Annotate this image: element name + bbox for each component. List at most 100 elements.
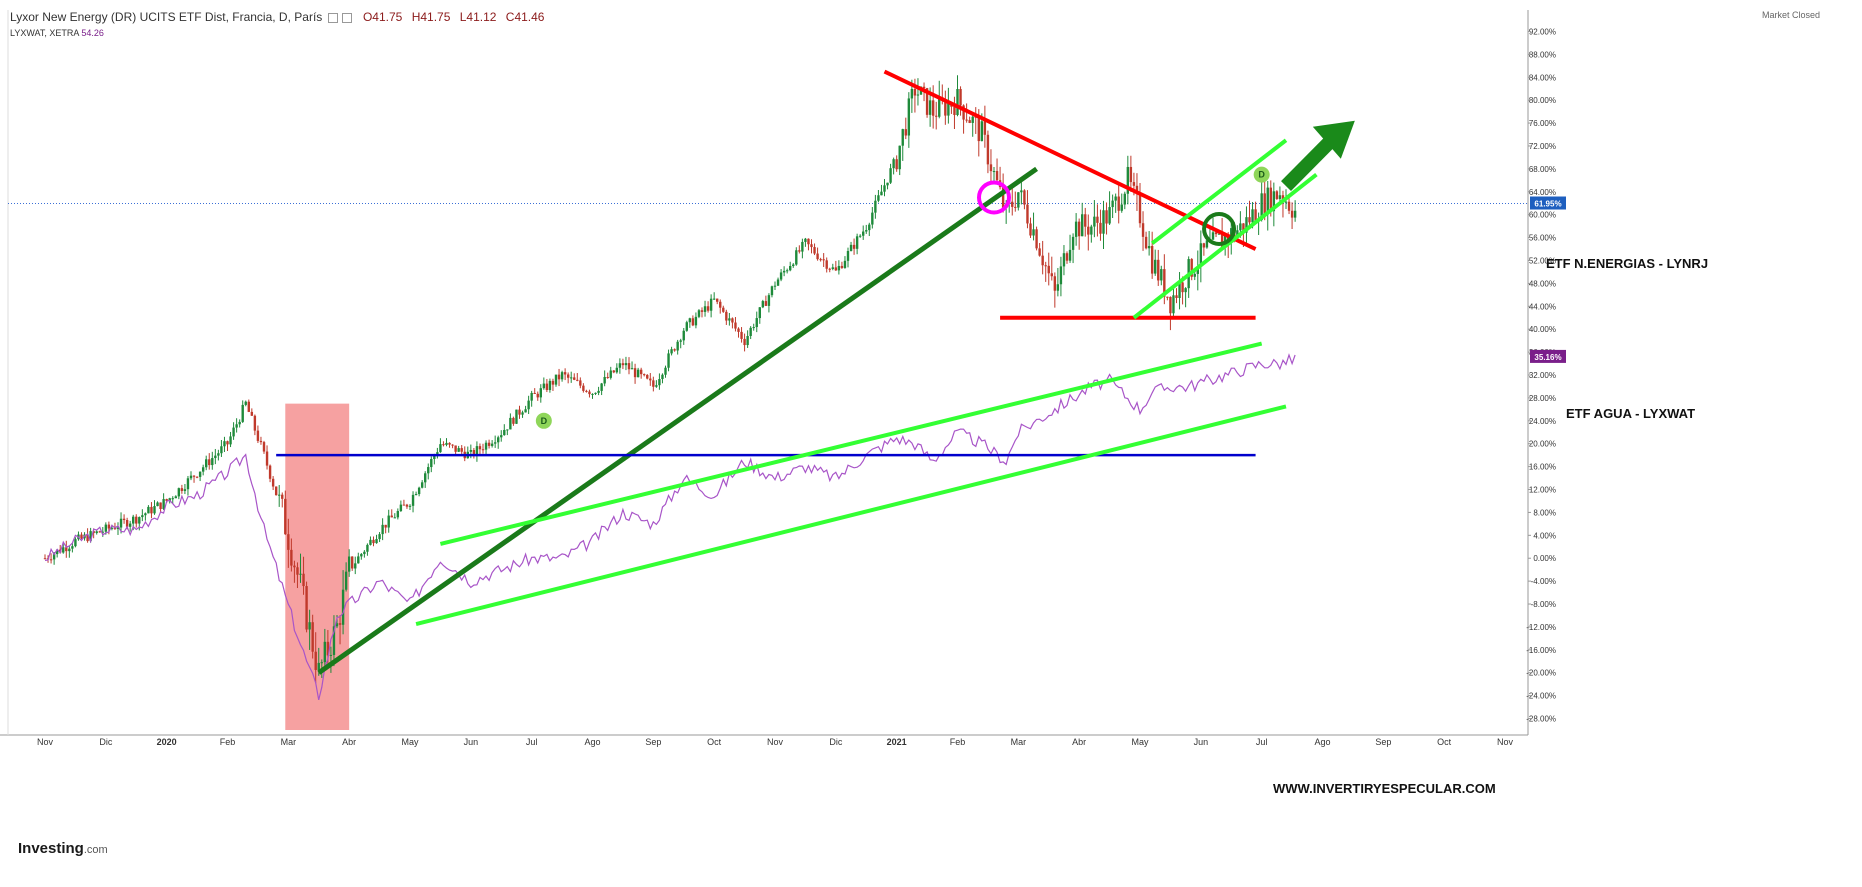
- x-tick-label: Jul: [526, 737, 538, 747]
- candle-body: [752, 327, 755, 329]
- candle-body: [676, 341, 679, 351]
- candle-body: [256, 430, 260, 441]
- candle-body: [746, 335, 749, 346]
- candle-body: [712, 298, 716, 300]
- high-value: H41.75: [411, 10, 451, 24]
- candle-body: [1290, 210, 1294, 218]
- candle-body: [241, 404, 244, 422]
- candle-body: [320, 662, 323, 664]
- candle-body: [1245, 217, 1248, 233]
- candle-body: [576, 379, 579, 381]
- candle-body: [420, 482, 424, 488]
- candle-body: [849, 244, 853, 252]
- candle-body: [548, 380, 552, 391]
- candle-body: [135, 516, 138, 524]
- candle-body: [247, 401, 250, 412]
- candle-body: [116, 527, 120, 530]
- x-tick-label: Mar: [1011, 737, 1027, 747]
- candle-body: [1196, 266, 1199, 274]
- candle-body: [764, 301, 768, 306]
- candle-body: [354, 563, 357, 569]
- watermark-brand: Investing: [18, 840, 84, 857]
- candle-body: [1023, 190, 1026, 205]
- candle-body: [971, 116, 974, 123]
- candle-body: [731, 318, 734, 323]
- candle-body: [451, 444, 454, 446]
- candle-body: [1059, 266, 1063, 285]
- candle-body: [855, 236, 859, 249]
- candle-body: [566, 374, 570, 378]
- candle-body: [652, 380, 655, 387]
- candle-body: [925, 88, 929, 115]
- candle-body: [159, 502, 162, 510]
- candle-body: [755, 318, 758, 328]
- candle-body: [658, 379, 661, 386]
- candle-body: [110, 527, 114, 529]
- candle-body: [521, 412, 524, 415]
- candle-body: [375, 539, 378, 544]
- water-last-badge-text: 35.16%: [1534, 353, 1561, 362]
- energy-channel-lower: [1132, 173, 1318, 320]
- candle-body: [268, 465, 272, 479]
- candle-body: [1074, 221, 1078, 237]
- candle-body: [147, 506, 150, 514]
- candle-body: [801, 241, 804, 252]
- candle-body: [1093, 216, 1096, 227]
- candle-body: [317, 662, 320, 670]
- candle-body: [570, 377, 573, 379]
- y-tick-label: 44.00%: [1529, 302, 1556, 311]
- candle-body: [594, 392, 597, 394]
- candle-body: [405, 504, 409, 507]
- candle-body: [880, 191, 883, 196]
- candle-body: [512, 417, 515, 424]
- x-tick-label: Jun: [464, 737, 479, 747]
- candle-body: [217, 453, 220, 456]
- candle-body: [636, 369, 640, 378]
- settings-icon[interactable]: [327, 12, 338, 23]
- candle-body: [527, 400, 530, 410]
- candle-body: [798, 250, 801, 252]
- candle-body: [655, 385, 658, 387]
- candle-body: [935, 115, 938, 117]
- x-tick-label: Sep: [1375, 737, 1391, 747]
- candle-body: [670, 349, 673, 354]
- candle-body: [810, 244, 813, 248]
- candle-body: [518, 409, 521, 415]
- candle-body: [606, 376, 609, 378]
- candle-body: [871, 212, 874, 225]
- candle-body: [189, 475, 193, 479]
- y-tick-label: 68.00%: [1529, 165, 1556, 174]
- y-tick-label: 40.00%: [1529, 325, 1556, 334]
- candle-body: [585, 390, 588, 392]
- x-tick-label: Ago: [1314, 737, 1330, 747]
- y-tick-label: 88.00%: [1529, 50, 1556, 59]
- candle-body: [141, 515, 144, 518]
- candle-body: [201, 467, 205, 472]
- y-tick-label: -12.00%: [1526, 623, 1556, 632]
- candle-body: [290, 549, 293, 566]
- candle-body: [965, 119, 968, 121]
- candle-body: [922, 86, 926, 89]
- candle-body: [62, 547, 65, 553]
- candle-body: [761, 301, 765, 308]
- candle-body: [296, 567, 299, 575]
- candle-body: [612, 370, 615, 373]
- candle-body: [427, 467, 430, 474]
- candle-body: [439, 444, 442, 453]
- downtrend-line-red: [883, 69, 1257, 251]
- candle-body: [560, 372, 564, 380]
- x-tick-label: Oct: [707, 737, 722, 747]
- x-tick-label: Feb: [950, 737, 966, 747]
- candle-body: [1077, 221, 1081, 237]
- candle-body: [740, 331, 743, 339]
- close-icon[interactable]: [341, 12, 352, 23]
- candle-body: [557, 374, 561, 380]
- candle-body: [947, 103, 950, 116]
- candle-body: [928, 100, 932, 115]
- candle-body: [122, 518, 126, 521]
- candle-body: [779, 272, 783, 280]
- candle-body: [773, 285, 777, 287]
- y-tick-label: 60.00%: [1529, 211, 1556, 220]
- candle-body: [1284, 201, 1288, 203]
